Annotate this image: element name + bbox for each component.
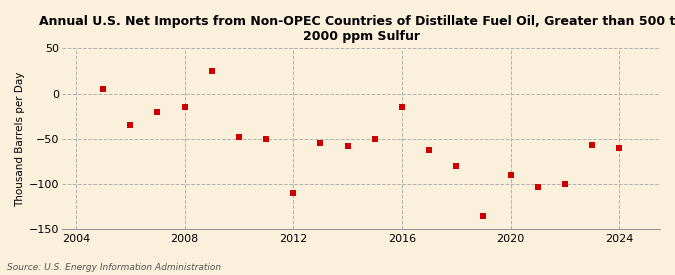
Y-axis label: Thousand Barrels per Day: Thousand Barrels per Day: [15, 71, 25, 207]
Title: Annual U.S. Net Imports from Non-OPEC Countries of Distillate Fuel Oil, Greater : Annual U.S. Net Imports from Non-OPEC Co…: [38, 15, 675, 43]
Text: Source: U.S. Energy Information Administration: Source: U.S. Energy Information Administ…: [7, 263, 221, 272]
